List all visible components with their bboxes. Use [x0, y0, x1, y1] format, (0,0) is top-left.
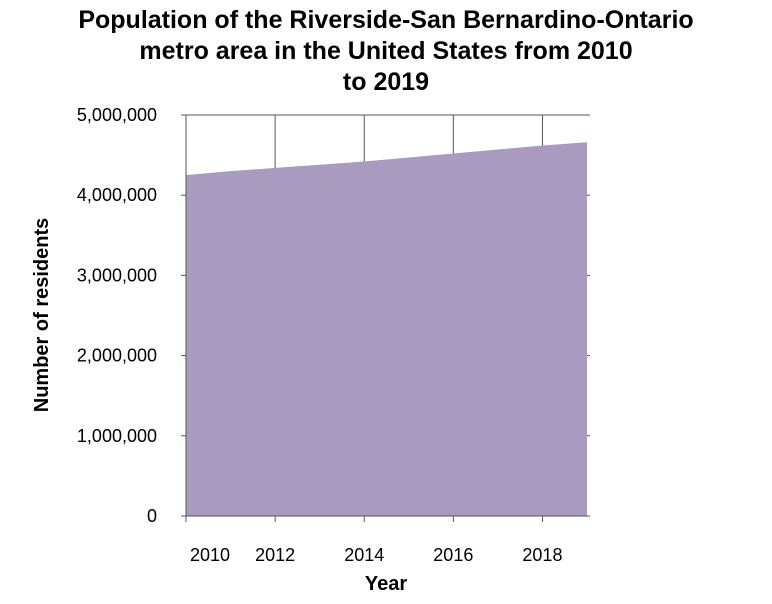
- x-tick-label-0: 2010: [190, 545, 230, 565]
- x-tick-label-3: 2016: [433, 545, 473, 565]
- x-tick-label-2: 2014: [344, 545, 384, 565]
- y-tick-label-2: 2,000,000: [77, 346, 157, 366]
- y-axis-ticks: 0 1,000,000 2,000,000 3,000,000 4,000,000 5,0…: [77, 105, 590, 526]
- chart-title-line-1: Population of the Riverside-San Bernardi…: [78, 6, 693, 34]
- axes: [185, 115, 587, 517]
- chart-title-line-2: metro area in the United States from 201…: [139, 37, 632, 65]
- x-tick-label-4: 2018: [522, 545, 562, 565]
- chart-title: Population of the Riverside-San Bernardi…: [78, 6, 693, 96]
- y-tick-label-5: 5,000,000: [77, 105, 157, 125]
- x-axis-label: Year: [365, 573, 407, 595]
- x-axis-ticks: 2010 2012 2014 2016 2018: [185, 516, 562, 565]
- population-area: [186, 142, 587, 516]
- y-tick-label-0: 0: [147, 506, 157, 526]
- chart-title-line-3: to 2019: [343, 68, 429, 96]
- y-tick-label-3: 3,000,000: [77, 265, 157, 285]
- y-axis-label: Number of residents: [31, 218, 53, 412]
- y-tick-label-4: 4,000,000: [77, 185, 157, 205]
- x-tick-label-1: 2012: [255, 545, 295, 565]
- y-tick-label-1: 1,000,000: [77, 426, 157, 446]
